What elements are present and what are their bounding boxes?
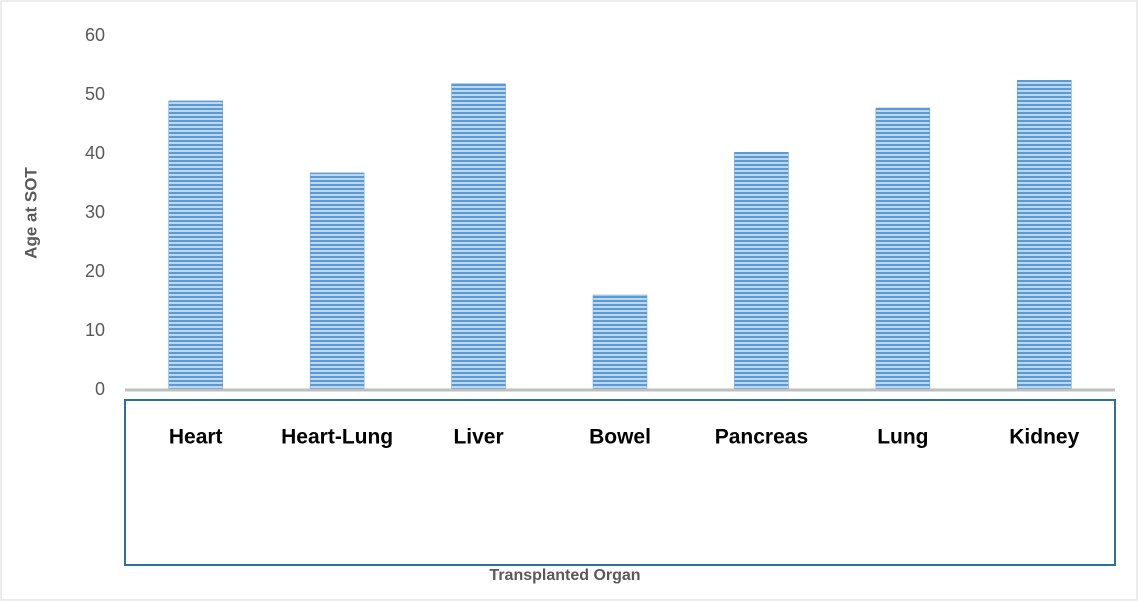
x-tick-label: Bowel — [589, 426, 651, 449]
bar — [592, 294, 648, 391]
bar — [875, 107, 931, 391]
y-tick-label: 30 — [85, 202, 105, 222]
x-tick-label: Heart — [169, 426, 223, 449]
y-axis-title: Age at SOT — [21, 167, 40, 259]
x-tick-label: Kidney — [1009, 426, 1079, 449]
x-tick-label: Lung — [877, 426, 928, 449]
bar — [168, 100, 223, 391]
x-axis-title: Transplanted Organ — [489, 567, 640, 584]
x-tick-label: Liver — [453, 426, 503, 449]
y-tick-label: 60 — [85, 25, 105, 45]
x-tick-label: Pancreas — [715, 426, 808, 449]
y-tick-label: 10 — [85, 320, 105, 340]
y-tick-label: 20 — [85, 261, 105, 281]
bar — [309, 172, 365, 391]
bar — [1017, 80, 1072, 391]
y-tick-label: 0 — [95, 379, 105, 399]
category-box — [124, 399, 1116, 566]
y-tick-label: 40 — [85, 143, 105, 163]
x-tick-label: Heart-Lung — [281, 426, 393, 449]
y-tick-label: 50 — [85, 84, 105, 104]
bar — [451, 83, 506, 391]
bar — [734, 151, 789, 391]
